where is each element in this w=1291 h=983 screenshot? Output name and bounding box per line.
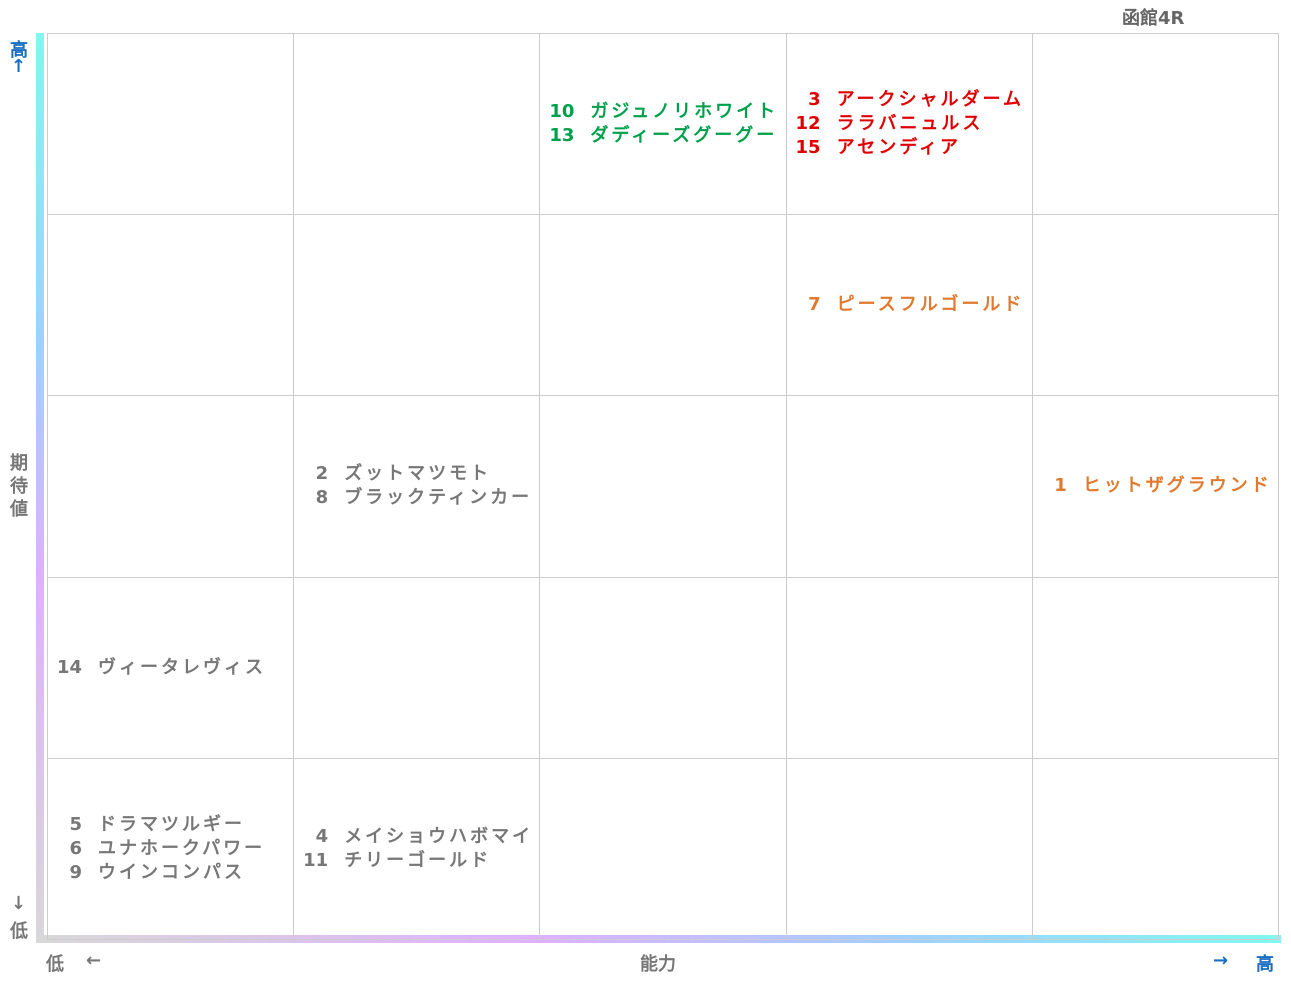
cell: 5 ドラマツルギー 6 ユナホークパワー 9 ウインコンパス xyxy=(47,758,294,940)
horse-number: 5 xyxy=(69,813,82,835)
y-axis-bar xyxy=(36,33,44,943)
horse-entry: 9 ウインコンパス xyxy=(50,861,293,885)
y-low-arrow: ↓ xyxy=(11,893,27,914)
title: 函館4R xyxy=(1122,8,1185,29)
horse-entry: 14 ヴィータレヴィス xyxy=(50,656,293,680)
horse-entry: 8 ブラックティンカー xyxy=(296,486,539,510)
cell: 10 ガジュノリホワイト 13 ダディーズグーグー xyxy=(539,34,786,216)
cell: 1 ヒットザグラウンド xyxy=(1031,396,1278,578)
horse-name: ユナホークパワー xyxy=(98,837,266,859)
horse-name: ピースフルゴールド xyxy=(836,294,1025,316)
horse-name: ララバニュルス xyxy=(836,113,984,135)
horse-number: 7 xyxy=(808,294,821,316)
cell: 7 ピースフルゴールド xyxy=(785,215,1032,397)
horse-number: 8 xyxy=(315,487,329,509)
cell: 14 ヴィータレヴィス xyxy=(47,577,294,759)
cell xyxy=(1031,577,1278,759)
y-high-arrow: ↑ xyxy=(11,56,27,77)
horse-name: ブラックティンカー xyxy=(344,487,533,509)
horse-name: ヒットザグラウンド xyxy=(1082,475,1272,497)
x-high: 高 xyxy=(1256,954,1274,975)
y-low: 低 xyxy=(10,921,28,942)
horse-name: ヴィータレヴィス xyxy=(98,656,266,678)
cell: 4 メイショウハボマイ 11 チリーゴールド xyxy=(293,758,540,940)
horse-entry: 5 ドラマツルギー xyxy=(50,813,293,837)
cell xyxy=(1031,758,1278,940)
horse-entry: 15 アセンディア xyxy=(789,136,1032,160)
cell xyxy=(785,758,1032,940)
horse-name: ウインコンパス xyxy=(98,861,245,883)
horse-name: チリーゴールド xyxy=(344,849,492,871)
horse-entry: 12 ララバニュルス xyxy=(789,112,1032,136)
cell: 2 ズットマツモト 8 ブラックティンカー xyxy=(293,396,540,578)
horse-number: 3 xyxy=(808,89,821,111)
cell xyxy=(539,396,786,578)
x-low-arrow: ← xyxy=(86,950,102,971)
cell xyxy=(539,577,786,759)
horse-number: 10 xyxy=(549,101,575,123)
cell xyxy=(539,215,786,397)
cell xyxy=(47,34,294,216)
horse-name: ダディーズグーグー xyxy=(590,125,778,147)
x-low: 低 xyxy=(46,954,64,975)
cell xyxy=(1031,34,1278,216)
horse-name: ガジュノリホワイト xyxy=(590,101,779,123)
cell xyxy=(539,758,786,940)
horse-name: アークシャルダーム xyxy=(836,89,1024,111)
horse-number: 15 xyxy=(795,137,821,159)
horse-entry: 7 ピースフルゴールド xyxy=(789,293,1032,317)
horse-number: 2 xyxy=(315,463,329,485)
horse-number: 13 xyxy=(549,125,575,147)
horse-number: 6 xyxy=(69,837,82,859)
horse-entry: 10 ガジュノリホワイト xyxy=(542,100,785,124)
cell xyxy=(293,34,540,216)
horse-entry: 3 アークシャルダーム xyxy=(789,88,1032,112)
horse-entry: 13 ダディーズグーグー xyxy=(542,124,785,148)
horse-entry: 11 チリーゴールド xyxy=(296,849,539,873)
horse-entry: 1 ヒットザグラウンド xyxy=(1035,474,1278,498)
horse-number: 1 xyxy=(1054,475,1067,497)
horse-number: 4 xyxy=(315,825,329,847)
x-high-arrow: → xyxy=(1213,950,1229,971)
cell xyxy=(293,215,540,397)
horse-name: ドラマツルギー xyxy=(98,813,245,835)
horse-number: 14 xyxy=(56,656,82,678)
cell xyxy=(293,577,540,759)
x-label: 能力 xyxy=(640,954,676,975)
cell xyxy=(785,577,1032,759)
cell xyxy=(1031,215,1278,397)
horse-entry: 6 ユナホークパワー xyxy=(50,837,293,861)
matrix: 10 ガジュノリホワイト 13 ダディーズグーグー 3 アークシャルダーム 12 ララバニュル… xyxy=(47,33,1279,940)
horse-number: 12 xyxy=(795,113,821,135)
cell xyxy=(47,396,294,578)
y-label: 期待値 xyxy=(10,453,28,520)
horse-name: メイショウハボマイ xyxy=(344,825,534,847)
horse-entry: 2 ズットマツモト xyxy=(296,462,539,486)
cell xyxy=(785,396,1032,578)
horse-number: 9 xyxy=(69,861,82,883)
y-high: 高 xyxy=(10,40,28,61)
horse-number: 11 xyxy=(303,849,329,871)
horse-name: アセンディア xyxy=(836,137,961,159)
horse-entry: 4 メイショウハボマイ xyxy=(296,825,539,849)
cell: 3 アークシャルダーム 12 ララバニュルス 15 アセンディア xyxy=(785,34,1032,216)
cell xyxy=(47,215,294,397)
horse-name: ズットマツモト xyxy=(344,463,492,485)
